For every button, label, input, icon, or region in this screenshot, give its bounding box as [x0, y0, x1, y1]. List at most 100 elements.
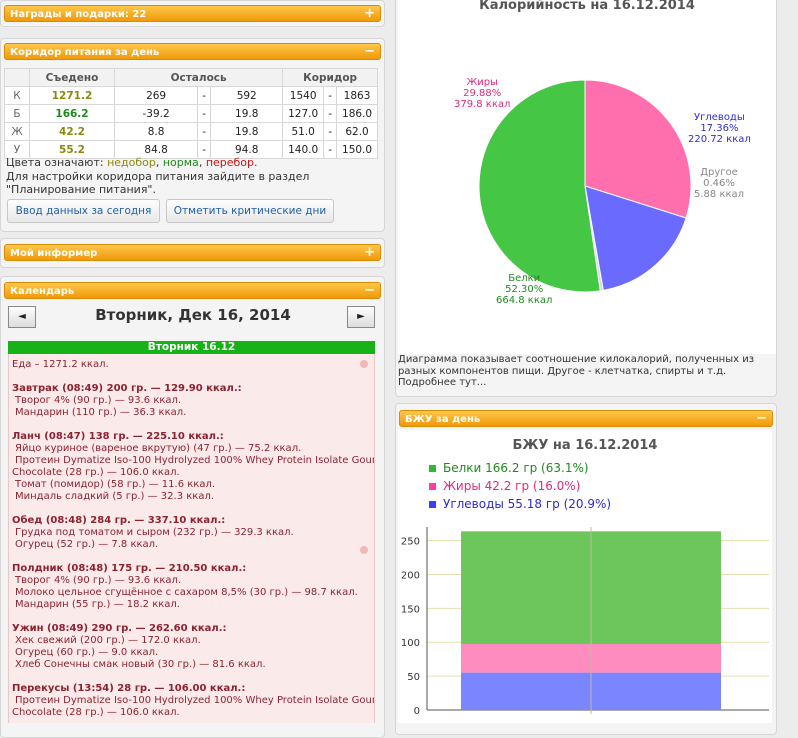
informer-title: Мой информер: [10, 248, 98, 259]
food-item: Творог 4% (90 гр.) — 93.6 ккал.: [15, 395, 182, 406]
food-item: Огурец (60 гр.) — 9.0 ккал.: [15, 647, 159, 658]
food-item: Хлеб Сонечны смак новый (30 гр.) — 81.6 …: [15, 659, 266, 670]
corridor-table-header: Съедено Осталось Коридор: [4, 68, 378, 87]
calendar-header[interactable]: Календарь −: [4, 282, 381, 299]
legend-swatch: [429, 465, 436, 472]
y-tick-label: 250: [401, 537, 420, 548]
corridor-note-line2: "Планирование питания".: [6, 183, 156, 196]
dash: -: [323, 86, 337, 105]
col-header-remaining: Осталось: [113, 68, 284, 87]
collapse-icon[interactable]: −: [756, 411, 767, 426]
pie-label-percent: 52.30%: [505, 284, 544, 295]
food-item: Протеин Dymatize Iso-100 Hydrolyzed 100%…: [15, 455, 375, 466]
day-bar: Вторник 16.12: [8, 341, 375, 354]
collapse-icon[interactable]: −: [364, 283, 375, 298]
dash: -: [197, 104, 211, 123]
food-item: Грудка под томатом и сыром (232 гр.) — 3…: [15, 527, 294, 538]
eaten-value: 42.2: [29, 122, 115, 141]
prev-day-button[interactable]: ◄: [8, 306, 36, 328]
meal-header: Перекусы (13:54) 28 гр. — 106.00 ккал.:: [12, 683, 246, 694]
remaining-max: 19.8: [210, 122, 284, 141]
pie-label-kcal: 5.88 ккал: [694, 189, 745, 200]
y-tick-label: 200: [401, 570, 420, 581]
col-header-corridor: Коридор: [282, 68, 378, 87]
color-norm-label: норма: [162, 156, 199, 169]
bju-bar-svg: 0 50 100 150 200 250: [401, 527, 769, 717]
awards-header[interactable]: Награды и подарки: 22 +: [4, 5, 381, 22]
calorie-pie-chart: Калорийность на 16.12.2014 Жиры 29.88% 3…: [398, 0, 776, 354]
color-sep: ,: [198, 156, 206, 169]
pie-label-percent: 0.46%: [703, 178, 735, 189]
informer-panel: Мой информер +: [0, 238, 385, 268]
row-label: Ж: [4, 122, 30, 141]
corridor-header[interactable]: Коридор питания за день −: [4, 43, 381, 60]
pie-label-percent: 29.88%: [463, 88, 502, 99]
eaten-value: 166.2: [29, 104, 115, 123]
food-item: Яйцо куриное (вареное вкрутую) (47 гр.) …: [15, 443, 302, 454]
eaten-value: 55.2: [29, 140, 115, 159]
right-column: Калорийность на 16.12.2014 Жиры 29.88% 3…: [395, 0, 798, 735]
pie-chart-title: Калорийность на 16.12.2014: [479, 0, 695, 13]
apple-icon[interactable]: [360, 360, 368, 368]
pie-slice-0: [584, 79, 692, 219]
dash: -: [197, 140, 211, 159]
mark-critical-days-button[interactable]: Отметить критические дни: [166, 199, 334, 223]
pie-label-carbs: Углеводы 17.36% 220.72 ккал: [688, 112, 751, 145]
legend-label: Жиры 42.2 гр (16.0%): [443, 479, 581, 493]
meal-header: Полдник (08:48) 175 гр. — 210.50 ккал.:: [12, 563, 247, 574]
calorie-caption: Диаграмма показывает соотношение килокал…: [398, 354, 755, 388]
pie-label-kcal: 664.8 ккал: [496, 295, 553, 306]
expand-icon[interactable]: +: [364, 245, 375, 260]
bju-header[interactable]: БЖУ за день −: [399, 410, 773, 427]
pie-label-name: Другое: [700, 167, 738, 178]
corridor-note-line1: Для настройки коридора питания зайдите в…: [6, 170, 310, 183]
col-header-blank: [4, 68, 30, 87]
informer-header[interactable]: Мой информер +: [4, 244, 381, 261]
dash: -: [197, 122, 211, 141]
collapse-icon[interactable]: −: [364, 44, 375, 59]
next-day-button[interactable]: ►: [347, 306, 375, 328]
row-label: Б: [4, 104, 30, 123]
col-header-eaten: Съедено: [29, 68, 115, 87]
pie-label-other: Другое 0.46% 5.88 ккал: [694, 167, 744, 200]
awards-panel: Награды и подарки: 22 +: [0, 0, 385, 27]
dash: -: [323, 122, 337, 141]
meal-header: Обед (08:48) 284 гр. — 337.10 ккал.:: [12, 515, 226, 526]
corridor-min: 51.0: [282, 122, 325, 141]
food-item: Мандарин (110 гр.) — 36.3 ккал.: [15, 407, 187, 418]
calendar-title: Календарь: [10, 286, 75, 297]
awards-title: Награды и подарки: 22: [10, 9, 147, 20]
food-item: Томат (помидор) (58 гр.) — 11.6 ккал.: [15, 479, 216, 490]
y-tick-label: 0: [414, 706, 420, 717]
calendar-date-title: Вторник, Дек 16, 2014: [95, 306, 291, 324]
color-legend: Цвета означают: недобор, норма, перебор.: [6, 156, 258, 169]
legend-fat: Жиры 42.2 гр (16.0%): [429, 479, 580, 493]
bju-chart-title: БЖУ на 16.12.2014: [512, 438, 658, 453]
y-tick-label: 100: [401, 638, 420, 649]
table-row: Б 166.2 -39.2 - 19.8 127.0 - 186.0: [4, 104, 378, 123]
expand-icon[interactable]: +: [364, 6, 375, 21]
y-tick-label: 50: [407, 672, 420, 683]
legend-swatch: [429, 483, 436, 490]
food-item: Огурец (52 гр.) — 7.8 ккал.: [15, 539, 159, 550]
corridor-max: 1863: [336, 86, 378, 105]
food-item: Творог 4% (90 гр.) — 93.6 ккал.: [15, 575, 182, 586]
total-food-line: Еда – 1271.2 ккал.: [12, 359, 109, 370]
remaining-min: -39.2: [113, 104, 199, 123]
apple-icon[interactable]: [360, 546, 368, 554]
food-item: Chocolate (28 гр.) — 106.0 ккал.: [12, 707, 180, 718]
food-item: Молоко цельное сгущённое с сахаром 8,5% …: [15, 587, 358, 598]
remaining-max: 592: [210, 86, 284, 105]
dash: -: [323, 104, 337, 123]
food-item: Chocolate (28 гр.) — 106.0 ккал.: [12, 467, 180, 478]
pie-label-name: Жиры: [466, 77, 498, 88]
corridor-min: 140.0: [282, 140, 325, 159]
corridor-table: Съедено Осталось Коридор К 1271.2 269 - …: [4, 68, 378, 159]
eaten-value: 1271.2: [29, 86, 115, 105]
dash: -: [197, 86, 211, 105]
color-sep: ,: [155, 156, 163, 169]
table-row: К 1271.2 269 - 592 1540 - 1863: [4, 86, 378, 105]
enter-today-button[interactable]: Ввод данных за сегодня: [7, 199, 160, 223]
corridor-min: 1540: [282, 86, 325, 105]
pie-label-protein: Белки 52.30% 664.8 ккал: [496, 273, 552, 306]
